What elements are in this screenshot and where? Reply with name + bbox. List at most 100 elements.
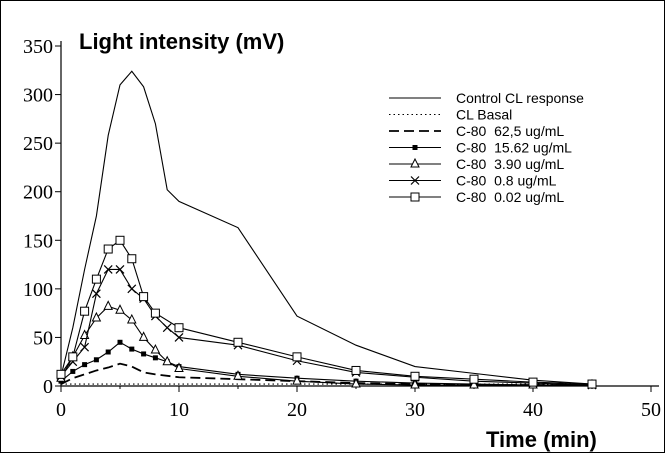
- series-4: [56, 300, 597, 389]
- series-2: [60, 362, 592, 386]
- series-point: [233, 337, 243, 347]
- cross-stroke: [103, 265, 113, 274]
- legend-label: C-80 0.8 ug/mL: [456, 173, 557, 189]
- x-axis-label: Time (min): [486, 427, 597, 452]
- y-tick-label: 0: [43, 376, 53, 398]
- series-point: [410, 378, 420, 389]
- series-point: [115, 235, 125, 245]
- y-tick-label: 250: [23, 133, 53, 155]
- x-tick-label: 0: [56, 399, 66, 421]
- series-line: [60, 239, 593, 385]
- series-point: [162, 323, 172, 333]
- series-point: [351, 365, 361, 375]
- series-point: [410, 371, 420, 381]
- chart-title: Light intensity (mV): [79, 29, 284, 54]
- series-point: [410, 192, 420, 202]
- series-point: [91, 289, 101, 299]
- y-tick-label: 100: [23, 279, 53, 301]
- series-point: [139, 292, 149, 302]
- axes: 0 10 20 30 40 50 0 50 100 150 200 250 300 350: [23, 36, 661, 421]
- series-point: [68, 352, 78, 362]
- series-point: [82, 362, 88, 368]
- cross-stroke: [174, 333, 184, 342]
- series-point: [292, 375, 302, 385]
- series-line: [60, 268, 593, 386]
- series-point: [91, 311, 102, 322]
- legend-item: C-80 62,5 ug/mL: [389, 123, 564, 139]
- legend-label: Control CL response: [456, 90, 584, 106]
- x-tick-label: 30: [405, 399, 425, 421]
- cross-stroke: [127, 284, 137, 294]
- series-point: [174, 362, 184, 373]
- series-point: [127, 284, 137, 294]
- series-point: [80, 342, 90, 352]
- series-point: [528, 377, 538, 387]
- series-point: [141, 351, 147, 357]
- series-line: [60, 305, 592, 386]
- y-tick-label: 350: [23, 36, 53, 58]
- series-point: [150, 308, 160, 318]
- series-point: [174, 323, 184, 333]
- series-point: [127, 254, 137, 264]
- x-tick-label: 10: [169, 399, 189, 421]
- series-point: [115, 265, 125, 274]
- series-point: [103, 244, 113, 254]
- x-tick-label: 50: [641, 399, 661, 421]
- cross-stroke: [115, 265, 125, 274]
- series-point: [152, 355, 158, 361]
- legend-label: C-80 3.90 ug/mL: [456, 156, 564, 172]
- cross-stroke: [410, 176, 420, 185]
- legend-item: Control CL response: [389, 90, 584, 106]
- cross-stroke: [80, 342, 90, 352]
- legend-item: C-80 0.02 ug/mL: [389, 189, 564, 205]
- series-point: [70, 368, 76, 374]
- legend-label: CL Basal: [456, 107, 512, 123]
- series-point: [138, 331, 149, 341]
- series-point: [117, 339, 123, 345]
- legend-label: C-80 15.62 ug/mL: [456, 140, 572, 156]
- y-tick-label: 300: [23, 85, 53, 107]
- series-point: [126, 313, 137, 324]
- series-point: [469, 374, 479, 384]
- series-point: [93, 357, 99, 363]
- legend-label: C-80 0.02 ug/mL: [456, 189, 564, 205]
- series-point: [103, 300, 114, 310]
- legend-item: C-80 0.8 ug/mL: [389, 173, 557, 189]
- series-point: [587, 379, 597, 389]
- series-point: [80, 306, 90, 316]
- series-point: [162, 355, 173, 366]
- series-0: [60, 70, 593, 385]
- series-line: [60, 362, 592, 386]
- cross-stroke: [91, 289, 101, 299]
- legend-item: C-80 3.90 ug/mL: [389, 156, 564, 172]
- legend-item: CL Basal: [389, 107, 512, 123]
- series-point: [174, 333, 184, 342]
- series-layer: [56, 70, 597, 390]
- series-point: [233, 370, 243, 380]
- series-point: [129, 346, 135, 352]
- series-point: [292, 352, 302, 362]
- series-point: [56, 369, 66, 379]
- x-tick-label: 20: [287, 399, 307, 421]
- series-point: [103, 265, 113, 274]
- series-point: [105, 349, 111, 355]
- series-point: [150, 343, 161, 354]
- legend-item: C-80 15.62 ug/mL: [389, 140, 572, 156]
- series-point: [351, 377, 361, 388]
- legend-label: C-80 62,5 ug/mL: [456, 123, 564, 139]
- series-line: [60, 70, 593, 385]
- y-tick-label: 150: [23, 230, 53, 252]
- series-6: [56, 235, 597, 389]
- series-point: [412, 145, 418, 150]
- series-point: [469, 378, 479, 389]
- series-point: [91, 274, 101, 284]
- series-point: [115, 304, 125, 314]
- series-point: [410, 176, 420, 185]
- y-tick-label: 50: [33, 327, 53, 349]
- series-point: [410, 157, 420, 168]
- y-tick-label: 200: [23, 182, 53, 204]
- x-tick-label: 40: [523, 399, 543, 421]
